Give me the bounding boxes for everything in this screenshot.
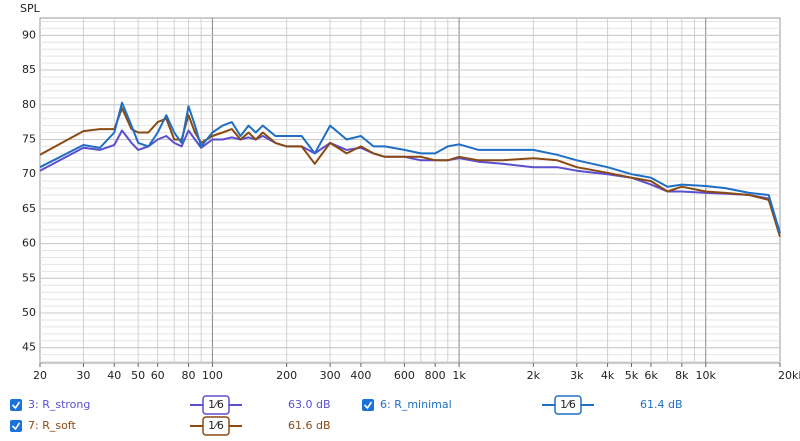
x-tick-label: 40 [107,369,121,382]
x-tick-label: 3k [570,369,584,382]
checkbox[interactable] [362,399,374,411]
x-tick-label: 4k [601,369,615,382]
checkbox[interactable] [10,420,22,432]
y-tick-label: 75 [22,132,36,145]
y-tick-label: 45 [22,341,36,354]
level: 61.4 dB [640,398,683,411]
legend-name[interactable]: 6: R_minimal [380,398,452,411]
x-tick-label: 10k [696,369,717,382]
y-axis-label: SPL [20,2,41,15]
y-tick-label: 65 [22,202,36,215]
y-tick-label: 50 [22,306,36,319]
level: 63.0 dB [288,398,331,411]
plot-area [39,17,781,364]
y-tick-label: 90 [22,28,36,41]
checkmark [363,401,373,410]
x-tick-label: 400 [350,369,371,382]
x-tick-label: 1k [452,369,466,382]
smoothing: 1⁄6 [208,398,224,411]
x-tick-label: 300 [320,369,341,382]
legend-name[interactable]: 7: R_soft [28,419,76,432]
x-tick-label: 2k [527,369,541,382]
x-tick-label: 20 [33,369,47,382]
y-tick-label: 85 [22,63,36,76]
x-tick-label: 80 [182,369,196,382]
x-tick-label: 20kHz [778,369,800,382]
y-tick-label: 80 [22,98,36,111]
checkbox[interactable] [10,399,22,411]
x-tick-label: 800 [425,369,446,382]
x-tick-label: 5k [625,369,639,382]
smoothing: 1⁄6 [208,419,224,432]
smoothing-box[interactable] [554,395,582,415]
x-tick-label: 8k [675,369,689,382]
x-tick-label: 30 [76,369,90,382]
x-tick-label: 60 [151,369,165,382]
series-line [39,107,781,237]
x-tick-label: 6k [644,369,658,382]
level: 61.6 dB [288,419,331,432]
checkmark [11,422,21,431]
y-tick-label: 70 [22,167,36,180]
x-tick-label: 100 [202,369,223,382]
y-tick-label: 60 [22,237,36,250]
legend-name[interactable]: 3: R_strong [28,398,90,411]
smoothing-box[interactable] [202,395,230,415]
smoothing-box[interactable] [202,416,230,436]
smoothing: 1⁄6 [560,398,576,411]
y-tick-label: 55 [22,271,36,284]
checkmark [11,401,21,410]
series-line [39,101,781,234]
x-tick-label: 50 [131,369,145,382]
x-tick-label: 200 [276,369,297,382]
x-tick-label: 600 [394,369,415,382]
